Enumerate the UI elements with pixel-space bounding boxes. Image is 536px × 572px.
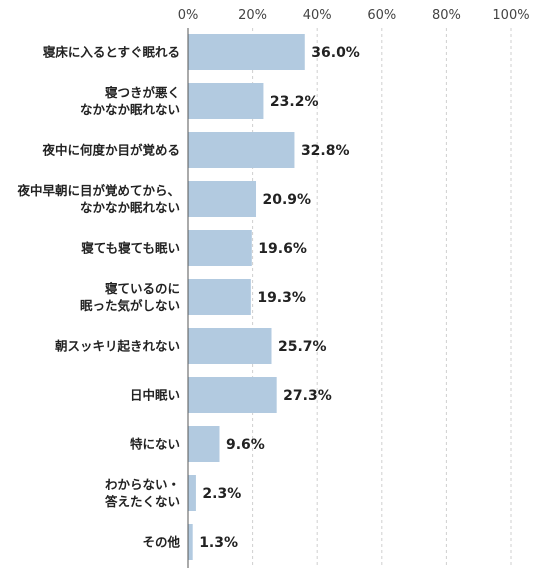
- category-label: 寝ても寝ても眠い: [81, 241, 180, 256]
- x-tick-label: 0%: [178, 8, 199, 23]
- bar: [188, 181, 257, 217]
- category-label: 寝床に入るとすぐ眠れる: [43, 45, 180, 60]
- category-label: 夜中早朝に目が覚めてから、: [16, 183, 180, 198]
- bar: [188, 377, 277, 413]
- value-label: 25.7%: [278, 339, 327, 355]
- value-label: 23.2%: [270, 94, 319, 110]
- x-tick-label: 60%: [367, 8, 396, 23]
- value-label: 20.9%: [263, 192, 312, 208]
- category-label: 寝つきが悪く: [105, 85, 180, 100]
- x-tick-label: 40%: [303, 8, 332, 23]
- category-label: 寝ているのに: [105, 281, 180, 296]
- bar: [188, 132, 295, 168]
- value-labels: 36.0% 23.2% 32.8% 20.9% 19.6% 19.3% 25.7% 27.3%…: [199, 45, 360, 551]
- category-label: 答えたくない: [105, 494, 180, 509]
- value-label: 19.3%: [257, 290, 306, 306]
- category-label: 夜中に何度か目が覚める: [41, 143, 180, 158]
- category-label: 特にない: [130, 437, 180, 452]
- bar: [188, 524, 193, 560]
- category-label: 朝スッキリ起きれない: [55, 339, 180, 354]
- value-label: 36.0%: [311, 45, 360, 61]
- category-label: 眠った気がしない: [80, 298, 180, 313]
- category-label: 日中眠い: [130, 388, 180, 403]
- value-label: 9.6%: [226, 437, 265, 453]
- value-label: 1.3%: [199, 535, 238, 551]
- category-label: その他: [142, 535, 180, 550]
- bar: [188, 426, 220, 462]
- x-axis-ticks: 0% 20% 40% 60% 80% 100%: [178, 8, 530, 23]
- category-label: なかなか眠れない: [80, 200, 180, 215]
- x-tick-label: 20%: [238, 8, 267, 23]
- x-tick-label: 80%: [432, 8, 461, 23]
- bar: [188, 475, 196, 511]
- bar: [188, 279, 251, 315]
- value-label: 27.3%: [283, 388, 332, 404]
- bars: [188, 34, 305, 560]
- value-label: 19.6%: [258, 241, 307, 257]
- bar: [188, 34, 305, 70]
- value-label: 32.8%: [301, 143, 350, 159]
- value-label: 2.3%: [202, 486, 241, 502]
- category-labels: 寝床に入るとすぐ眠れる寝つきが悪くなかなか眠れない夜中に何度か目が覚める夜中早朝…: [16, 45, 180, 550]
- category-label: わからない・: [105, 477, 180, 492]
- x-tick-label: 100%: [492, 8, 529, 23]
- gridlines: [252, 28, 512, 568]
- bar: [188, 328, 272, 364]
- category-label: なかなか眠れない: [80, 102, 180, 117]
- bar: [188, 83, 264, 119]
- bar: [188, 230, 252, 266]
